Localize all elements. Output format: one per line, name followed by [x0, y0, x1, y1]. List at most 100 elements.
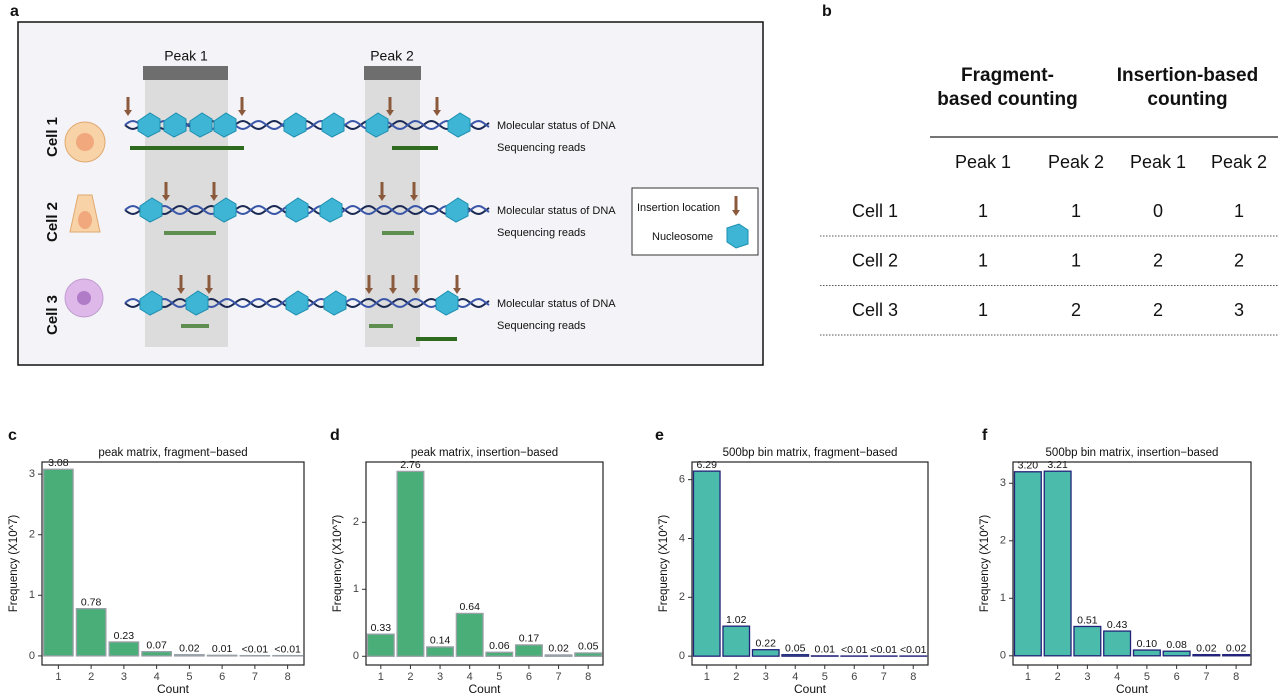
x-tick-label: 4 [154, 671, 160, 683]
bar [1103, 630, 1132, 657]
chart-title: 500bp bin matrix, fragment−based [723, 447, 898, 459]
insertion-arrow [386, 110, 394, 116]
y-tick-label: 1 [29, 589, 35, 601]
bar-value-label: 0.06 [489, 640, 510, 652]
bar-value-label: 0.08 [1166, 639, 1187, 651]
legend-arrow [732, 210, 740, 216]
nucleosome [185, 290, 209, 316]
bar-value-label: 0.17 [519, 633, 540, 645]
x-tick-label: 3 [763, 671, 769, 683]
bar [1073, 625, 1102, 657]
y-tick-label: 0 [1000, 650, 1006, 662]
peak-label: Peak 1 [164, 48, 208, 64]
bar-value-label: <0.01 [274, 643, 301, 655]
group-header: Insertion-based counting [1116, 65, 1259, 110]
table-cell: 3 [1234, 300, 1244, 320]
x-tick-label: 2 [88, 671, 94, 683]
nucleosome [213, 197, 237, 223]
bar [574, 652, 603, 657]
bar [1162, 650, 1191, 657]
bar-value-label: 0.02 [548, 643, 569, 655]
column-header: Peak 2 [1048, 152, 1104, 172]
bar-value-label: 3.21 [1047, 459, 1068, 471]
y-tick-label: 4 [679, 532, 685, 544]
x-tick-label: 2 [1055, 671, 1061, 683]
bar-value-label: 0.02 [179, 642, 200, 654]
x-tick-label: 5 [1144, 671, 1150, 683]
bar [751, 649, 780, 657]
bar-value-label: 0.07 [146, 639, 167, 651]
bar-value-label: 2.76 [400, 459, 421, 471]
y-tick-label: 3 [29, 468, 35, 480]
x-tick-label: 1 [378, 671, 384, 683]
nucleosome [321, 112, 345, 138]
y-axis-label: Frequency (X10^7) [658, 515, 670, 613]
table-cell: 2 [1153, 300, 1163, 320]
bar [1222, 653, 1251, 657]
bar-value-label: 0.23 [114, 630, 135, 642]
x-axis-label: Count [468, 682, 501, 696]
bar [514, 644, 543, 657]
y-axis-label: Frequency (X10^7) [8, 515, 20, 613]
legend-label: Nucleosome [652, 231, 713, 243]
x-tick-label: 7 [1203, 671, 1209, 683]
bar [396, 470, 425, 657]
row-header: Cell 2 [852, 250, 898, 270]
nucleosome [447, 112, 471, 138]
x-tick-label: 5 [186, 671, 192, 683]
bar-value-label: 0.78 [81, 596, 102, 608]
cell-label: Cell 3 [44, 295, 61, 335]
y-tick-label: 0 [353, 650, 359, 662]
table-cell: 1 [978, 300, 988, 320]
insertion-arrow [389, 288, 397, 294]
y-tick-label: 0 [29, 650, 35, 662]
row-label: Sequencing reads [497, 142, 586, 154]
nucleosome [137, 112, 161, 138]
x-tick-label: 1 [704, 671, 710, 683]
chart-title: peak matrix, insertion−based [411, 447, 558, 459]
x-axis-label: Count [157, 682, 190, 696]
legend-label: Insertion location [637, 202, 720, 214]
insertion-arrow [162, 195, 170, 201]
x-tick-label: 1 [1025, 671, 1031, 683]
nucleosome [283, 112, 307, 138]
bar-value-label: 0.01 [815, 644, 836, 656]
x-tick-label: 3 [437, 671, 443, 683]
group-header-box: Fragment-based counting [937, 65, 1077, 110]
bar-value-label: 0.64 [459, 601, 480, 613]
insertion-arrow [365, 288, 373, 294]
insertion-arrow [238, 110, 246, 116]
bar [42, 468, 74, 657]
x-tick-label: 4 [467, 671, 473, 683]
nucleosome [365, 112, 389, 138]
cell-icon [76, 133, 94, 151]
x-tick-label: 5 [822, 671, 828, 683]
column-header: Peak 1 [1130, 152, 1186, 172]
bar-value-label: <0.01 [841, 644, 868, 656]
column-header: Peak 2 [1211, 152, 1267, 172]
x-tick-label: 7 [556, 671, 562, 683]
nucleosome [213, 112, 237, 138]
table-cell: 1 [1071, 201, 1081, 221]
bar-value-label: 0.01 [212, 643, 233, 655]
table-cell: 2 [1071, 300, 1081, 320]
panel-label: b [822, 3, 832, 20]
cell-icon [78, 211, 92, 229]
x-tick-label: 8 [910, 671, 916, 683]
bar [108, 641, 140, 657]
bar-value-label: 0.14 [430, 635, 451, 647]
panel-label: e [655, 427, 664, 444]
table-cell: 2 [1153, 250, 1163, 270]
peak-bar [143, 66, 228, 80]
bar [141, 651, 173, 657]
bar-value-label: <0.01 [242, 643, 269, 655]
x-tick-label: 8 [1233, 671, 1239, 683]
x-tick-label: 8 [585, 671, 591, 683]
insertion-arrow [210, 195, 218, 201]
y-axis-label: Frequency (X10^7) [979, 515, 991, 613]
bar [1192, 653, 1221, 657]
panel-label: d [330, 427, 340, 444]
y-tick-label: 1 [353, 583, 359, 595]
bar [1132, 649, 1161, 657]
